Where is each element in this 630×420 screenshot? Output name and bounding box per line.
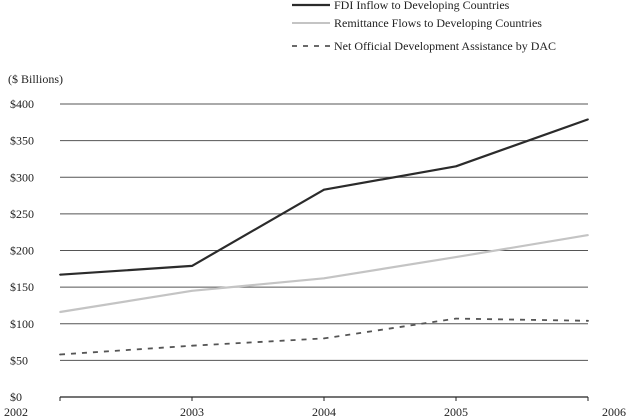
data-point [191, 344, 193, 347]
legend-label-fdi: FDI Inflow to Developing Countries [334, 0, 510, 12]
legend-entry-fdi: FDI Inflow to Developing Countries [292, 0, 510, 12]
legend-label-oda: Net Official Development Assistance by D… [334, 39, 556, 53]
x-tick-label: 2003 [180, 405, 204, 419]
y-axis-unit-label: ($ Billions) [8, 72, 63, 86]
y-tick-label: $100 [10, 317, 34, 331]
data-point [455, 256, 457, 258]
data-point [59, 353, 61, 356]
data-point [191, 264, 193, 267]
data-point [587, 319, 589, 322]
y-tick-label: $150 [10, 280, 34, 294]
series-line-0 [59, 118, 589, 276]
data-point [323, 277, 325, 280]
y-tick-label: $250 [10, 207, 34, 221]
legend-label-remittance: Remittance Flows to Developing Countries [334, 16, 542, 30]
series-lines [59, 118, 589, 356]
data-point [191, 289, 193, 292]
data-point [455, 317, 457, 320]
y-tick-label: $400 [10, 97, 34, 111]
y-axis-ticks: $0 $50 $100 $150 $200 $250 $300 $350 $400 [10, 97, 34, 404]
data-point [323, 337, 325, 340]
y-tick-label: $350 [10, 134, 34, 148]
data-point [323, 188, 325, 191]
x-tick-label: 2004 [312, 405, 336, 419]
data-point [587, 118, 589, 121]
legend-entry-remittance: Remittance Flows to Developing Countries [292, 16, 542, 30]
x-tick-label: 2005 [444, 405, 468, 419]
y-tick-label: $0 [10, 390, 22, 404]
x-tick-label: 2002 [4, 405, 28, 419]
y-tick-label: $300 [10, 170, 34, 184]
series-line-1 [59, 234, 589, 314]
data-point [587, 234, 589, 237]
legend-entry-oda: Net Official Development Assistance by D… [292, 39, 556, 53]
x-axis-ticks: 2002 2003 2004 2005 2006 [4, 397, 626, 419]
data-point [59, 311, 61, 313]
y-tick-label: $200 [10, 244, 34, 258]
y-tick-label: $50 [10, 353, 28, 367]
gridlines [60, 103, 588, 398]
data-point [455, 165, 457, 168]
data-point [59, 273, 61, 276]
legend: FDI Inflow to Developing Countries Remit… [292, 0, 556, 53]
x-tick-label: 2006 [602, 405, 626, 419]
